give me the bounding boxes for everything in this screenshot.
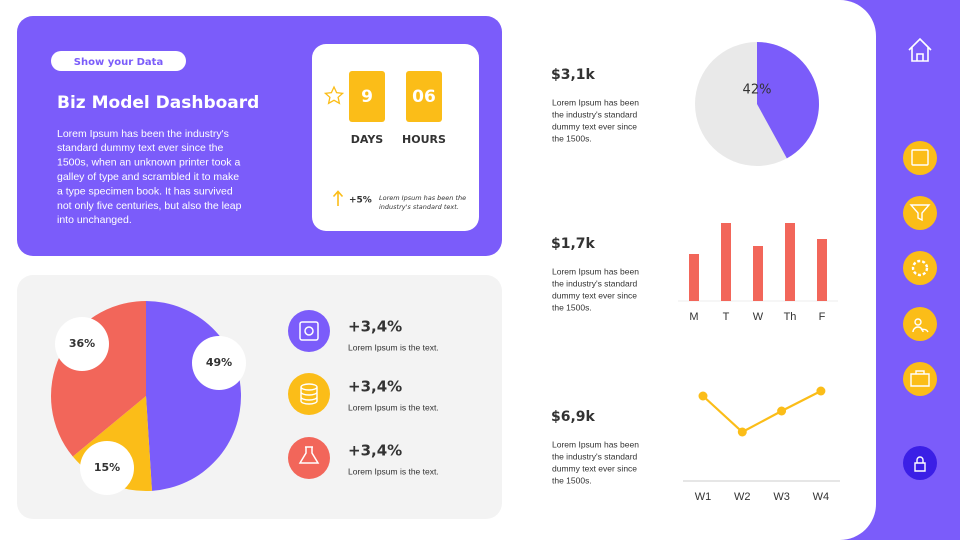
briefcase-button[interactable] (903, 362, 937, 396)
settings-glyph (911, 259, 929, 277)
days-value: 9 (361, 87, 373, 107)
days-box (349, 71, 385, 122)
sidebar-menu (903, 141, 937, 480)
briefcase-glyph (910, 370, 930, 387)
body-line: into unchanged. (57, 214, 132, 226)
kpi-text: the industry's standard (552, 278, 638, 288)
point (816, 386, 826, 396)
calendar-button[interactable] (903, 141, 937, 175)
kpi-text: the 1500s. (552, 133, 592, 143)
stat-text: Lorem Ipsum is the text. (348, 402, 439, 412)
hours-box (406, 71, 442, 122)
safe-glyph (304, 326, 314, 336)
filter-button[interactable] (903, 196, 937, 230)
label-bubble (192, 336, 246, 390)
x-tick-label: Th (784, 311, 797, 323)
x-tick-label: T (723, 311, 730, 323)
coins-glyph (300, 383, 318, 405)
kpi-text: dummy text ever since (552, 463, 637, 473)
flask-icon (288, 437, 330, 479)
stat-text: Lorem Ipsum is the text. (348, 466, 439, 476)
x-tick-label: W4 (813, 491, 830, 503)
hours-value: 06 (412, 87, 436, 107)
label-bubble (55, 317, 109, 371)
change: +5% (349, 196, 372, 206)
lock-glyph (914, 456, 926, 472)
bar (785, 223, 795, 301)
x-tick-label: M (689, 311, 698, 323)
body-line: galley of type and scrambled it to make (57, 171, 239, 183)
slice-label: 36% (69, 337, 95, 350)
slice-label: 42% (743, 83, 772, 98)
safe-glyph (299, 321, 319, 341)
body-line: standard dummy text ever since the (57, 142, 223, 154)
x-tick-label: W1 (695, 491, 712, 503)
up-arrow (332, 190, 344, 206)
point (777, 406, 787, 416)
star-icon (323, 85, 345, 105)
stat-value: +3,4% (348, 442, 402, 460)
kpi-text: the 1500s. (552, 302, 592, 312)
kpi-value: $6,9k (551, 409, 596, 425)
title: Biz Model Dashboard (57, 93, 259, 113)
stat-value: +3,4% (348, 378, 402, 396)
badge-text: Show your Data (74, 57, 163, 68)
x-tick-label: W (753, 311, 764, 323)
kpi-text: dummy text ever since (552, 290, 637, 300)
note-line: Lorem Ipsum has been the (379, 194, 466, 202)
safe-icon (288, 310, 330, 352)
kpi-text: the industry's standard (552, 451, 638, 461)
kpi-text: Lorem Ipsum has been (552, 266, 639, 276)
kpi-text: the industry's standard (552, 109, 638, 119)
kpi-text: Lorem Ipsum has been (552, 439, 639, 449)
bar (753, 246, 763, 301)
calendar-glyph (911, 149, 929, 166)
label-bubble (80, 441, 134, 495)
coins-icon (288, 373, 330, 415)
body-line: Lorem Ipsum has been the industry's (57, 128, 229, 140)
users-glyph (912, 318, 929, 333)
stat-text: Lorem Ipsum is the text. (348, 342, 439, 352)
bar (689, 254, 699, 301)
kpi-value: $1,7k (551, 236, 596, 252)
slice-label: 15% (94, 461, 120, 474)
home-button[interactable] (908, 37, 932, 62)
body-line: not only five centuries, but also the le… (57, 200, 242, 212)
days-label: DAYS (351, 133, 384, 146)
stat-value: +3,4% (348, 318, 402, 336)
point (698, 391, 708, 401)
note-line: industry's standard text. (379, 203, 459, 211)
settings-button[interactable] (903, 251, 937, 285)
kpi-text: the 1500s. (552, 475, 592, 485)
point (737, 427, 747, 437)
bar (817, 239, 827, 301)
slice-label: 49% (206, 356, 232, 369)
filter-glyph (909, 204, 931, 222)
badge[interactable] (51, 51, 186, 71)
body-line: 1500s, when an unknown printer took a (57, 157, 240, 169)
x-tick-label: W2 (734, 491, 751, 503)
x-tick-label: F (819, 311, 826, 323)
kpi-value: $3,1k (551, 67, 596, 83)
pie-slice (757, 42, 819, 159)
hours-label: HOURS (402, 133, 446, 146)
bar (721, 223, 731, 301)
flask-glyph (298, 446, 320, 464)
kpi-text: dummy text ever since (552, 121, 637, 131)
x-tick-label: W3 (773, 491, 790, 503)
line (702, 390, 822, 434)
kpi-text: Lorem Ipsum has been (552, 97, 639, 107)
body-line: a type specimen book. It has survived (57, 185, 233, 197)
